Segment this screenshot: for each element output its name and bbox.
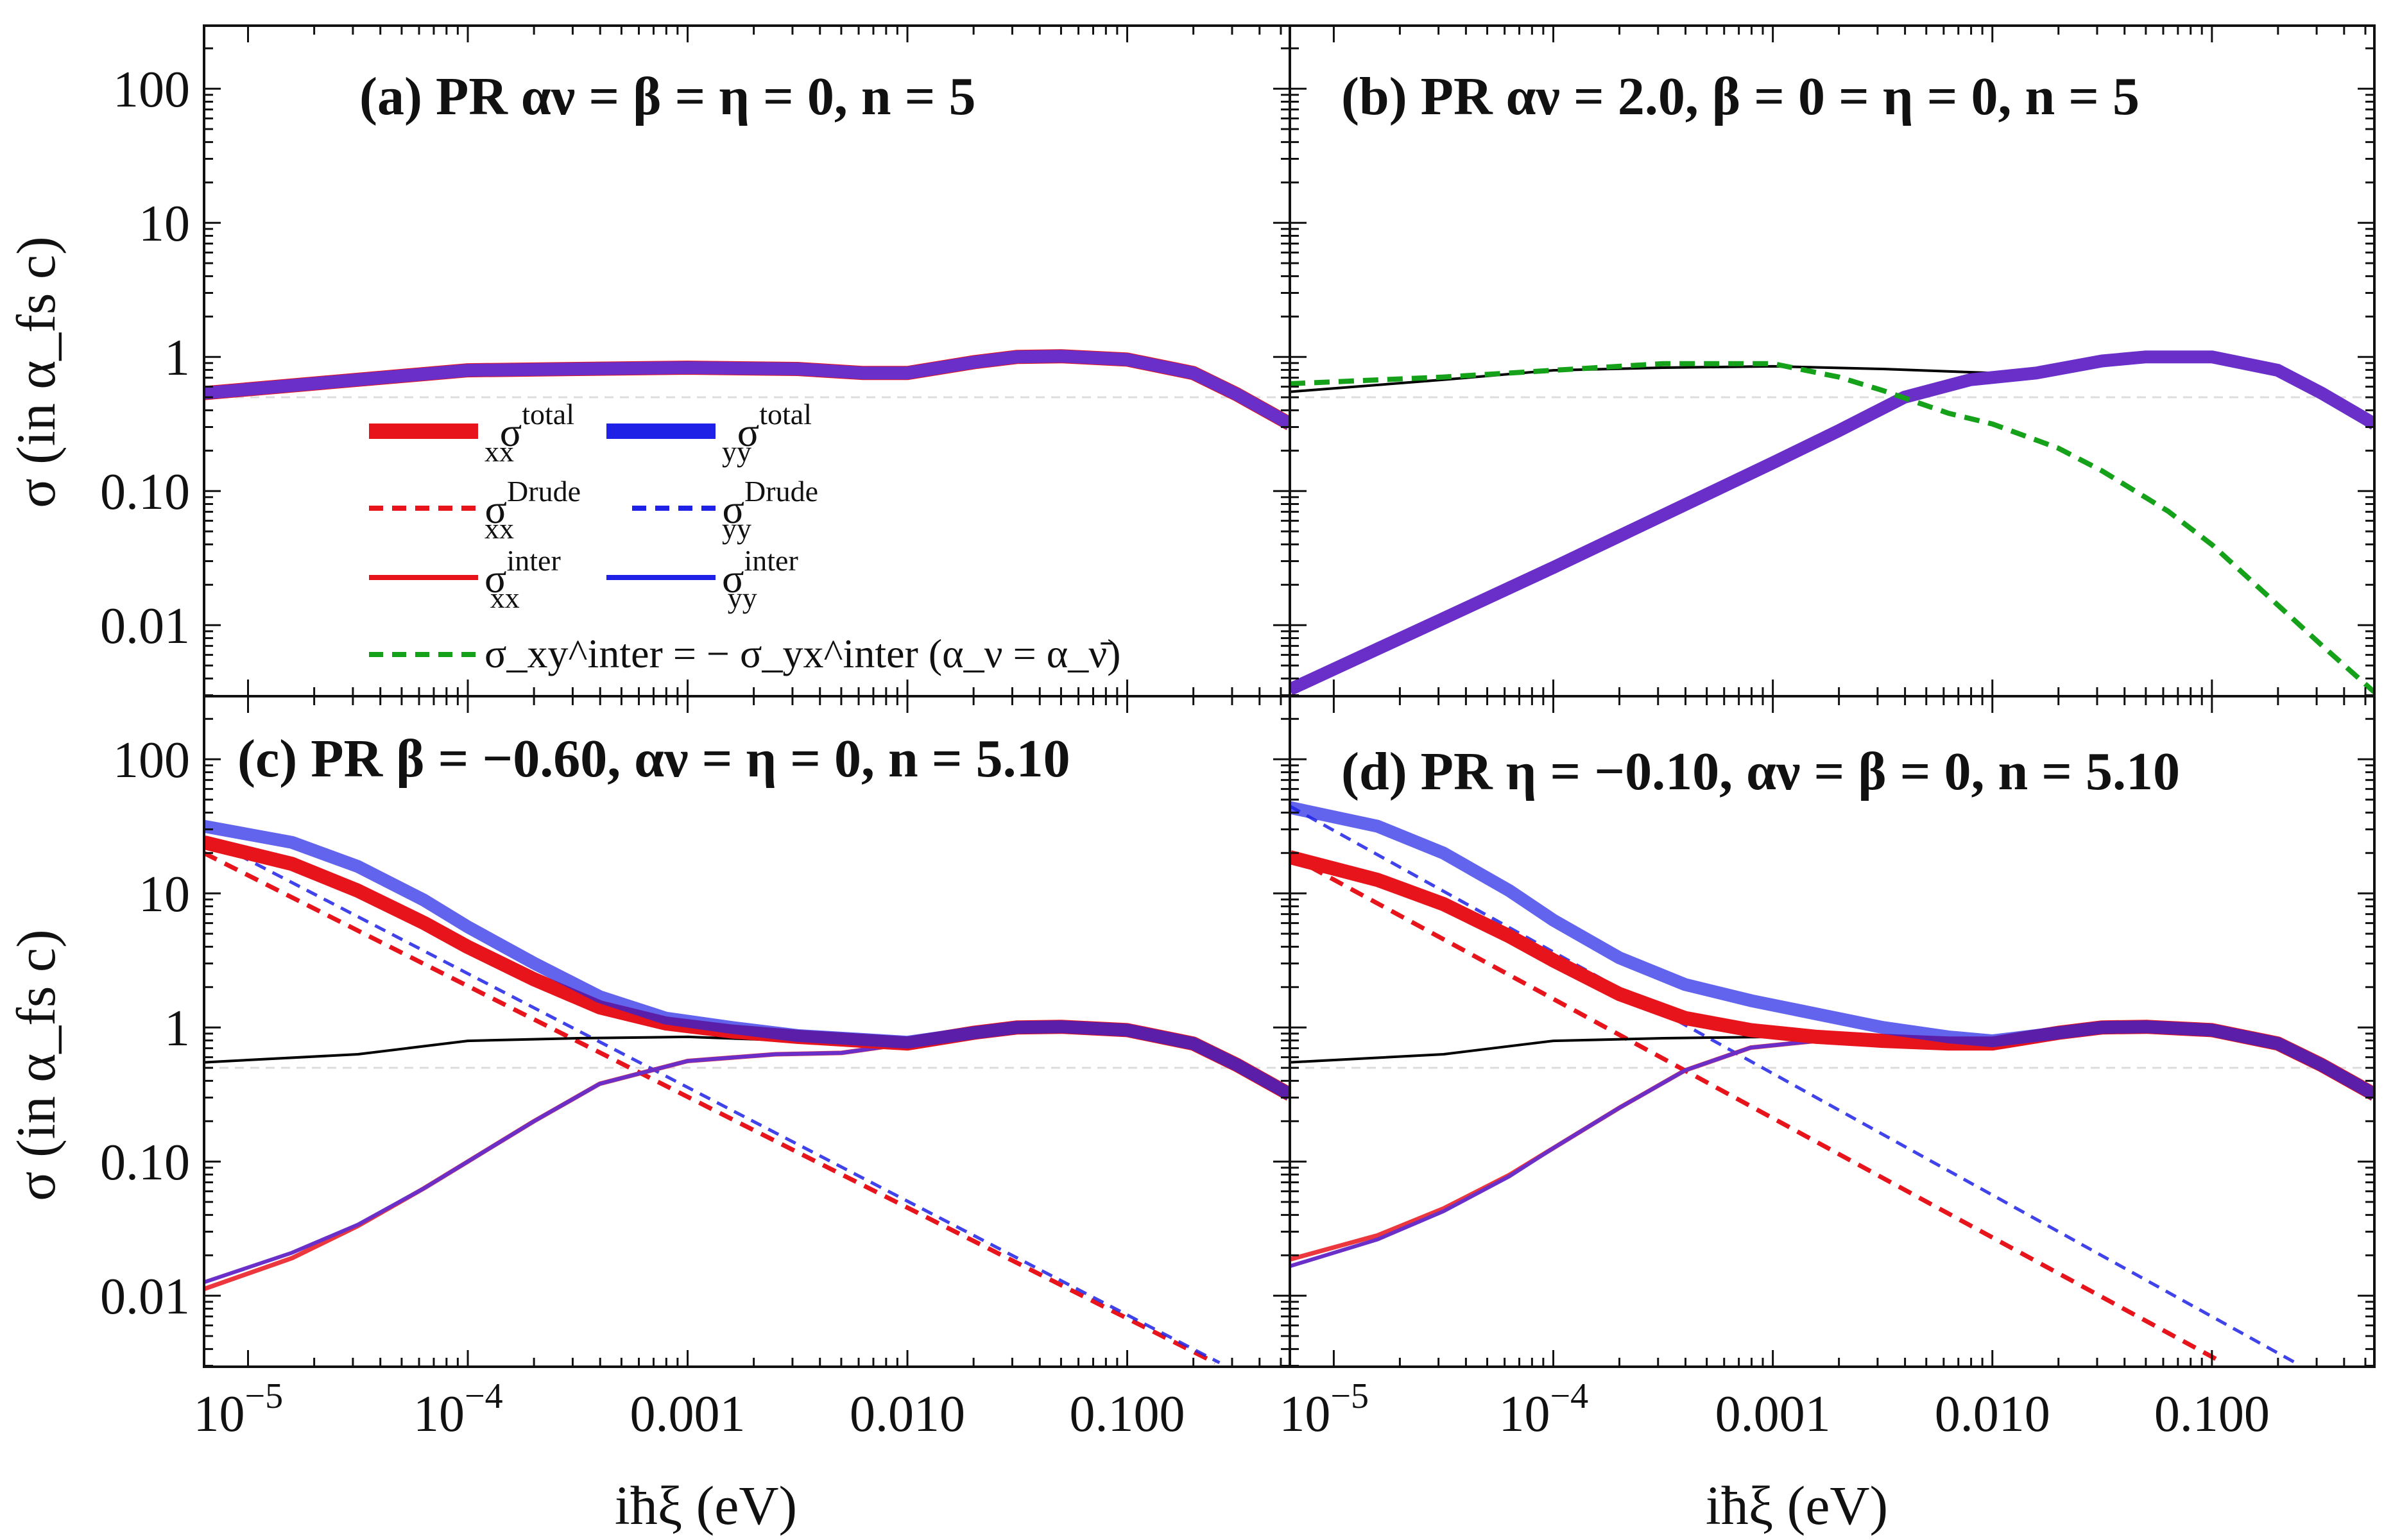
y-tick-label: 0.01 (100, 1269, 190, 1325)
panel-b-ticks (1290, 26, 2374, 697)
y-tick-label: 10 (139, 196, 190, 252)
x-tick-label: 10−4 (413, 1376, 503, 1442)
legend-total-yy-label: σtotal yy (722, 398, 812, 468)
panel-d-title: (d) PR η = −0.10, αν = β = 0, n = 5.10 (1341, 742, 2180, 801)
panel-a: 100 10 1 0.10 0.01 (100, 24, 1291, 697)
y-axis-label-top: σ (in α_fs c) (5, 236, 67, 508)
x-tick-label: 10−5 (194, 1376, 284, 1442)
series-sigma_total_xx_yy (1290, 350, 2374, 696)
series-sigma_vacuum (1290, 355, 2374, 423)
series-sigma_total_yy (204, 819, 1290, 1100)
x-axis-label-right: iħξ (eV) (1706, 1475, 1888, 1536)
series-sigma_inter_xx (204, 1024, 1290, 1292)
legend: σtotal xx σtotal yy σDrude xx σDrude yy σint… (369, 398, 1120, 676)
panel-d-ticks (1290, 696, 2374, 1367)
panel-a-series (204, 349, 1290, 431)
panel-a-ticks (204, 26, 1290, 697)
panel-c-series (204, 819, 1290, 1365)
series-sigma_drude_xx (1290, 853, 2224, 1365)
series-sigma_total_yy (204, 350, 1290, 430)
panel-d-series (1290, 801, 2374, 1365)
y-tick-label: 10 (139, 866, 190, 923)
legend-total-xx-label: σtotal xx (485, 398, 574, 468)
series-sigma_drude_xx (204, 851, 1217, 1365)
x-axis-label-left: iħξ (eV) (615, 1475, 797, 1536)
panel-a-title: (a) PR αν = β = η = 0, n = 5 (359, 67, 975, 126)
panel-c-title: (c) PR β = −0.60, αν = η = 0, n = 5.10 (237, 729, 1070, 789)
legend-inter-yy-label: σinter yy (722, 544, 798, 614)
panel-b-title: (b) PR αν = 2.0, β = 0 = η = 0, n = 5 (1341, 67, 2140, 126)
series-sigma_inter_xx (1290, 1024, 2374, 1262)
y-tick-label: 1 (164, 330, 190, 386)
legend-xy-label: σ_xy^inter = − σ_yx^inter (α_ν = α_ν̄) (485, 631, 1120, 676)
x-tick-label: 0.010 (850, 1386, 965, 1442)
y-tick-label: 0.10 (100, 1134, 190, 1191)
x-tick-label: 0.100 (1070, 1386, 1185, 1442)
x-tick-label: 0.001 (1715, 1386, 1831, 1442)
x-tick-label: 0.100 (2154, 1386, 2270, 1442)
y-tick-label: 100 (113, 732, 190, 789)
panel-d-frame (1289, 695, 2376, 1368)
series-sigma_inter_yy (204, 1025, 1290, 1285)
x-tick-label: 0.010 (1935, 1386, 2050, 1442)
panel-b-series (1290, 350, 2374, 696)
y-tick-label: 0.10 (100, 464, 190, 520)
x-tick-label: 10−4 (1499, 1376, 1589, 1442)
legend-drude-yy-label: σDrude yy (722, 475, 818, 545)
panel-d: 10−5 10−4 0.001 0.010 0.100 (1279, 695, 2376, 1442)
series-sigma_drude_yy (204, 835, 1221, 1364)
series-sigma_total_xx (1290, 850, 2374, 1101)
y-tick-label: 0.01 (100, 598, 190, 654)
x-tick-label: 10−5 (1279, 1376, 1369, 1442)
series-sigma_drude_yy (1290, 805, 2297, 1364)
legend-drude-xx-label: σDrude xx (485, 475, 581, 545)
x-tick-label: 0.001 (630, 1386, 746, 1442)
legend-inter-xx-label: σinter xx (485, 544, 561, 614)
series-sigma_total_yy (1290, 801, 2374, 1100)
panel-c-ticks (204, 696, 1290, 1367)
series-sigma_inter_yy (1290, 1025, 2374, 1269)
series-sigma_xy_inter (1290, 361, 2374, 694)
y-axis-label-bottom: σ (in α_fs c) (5, 929, 67, 1201)
y-tick-label: 100 (113, 62, 190, 118)
y-tick-label: 1 (164, 1000, 190, 1057)
